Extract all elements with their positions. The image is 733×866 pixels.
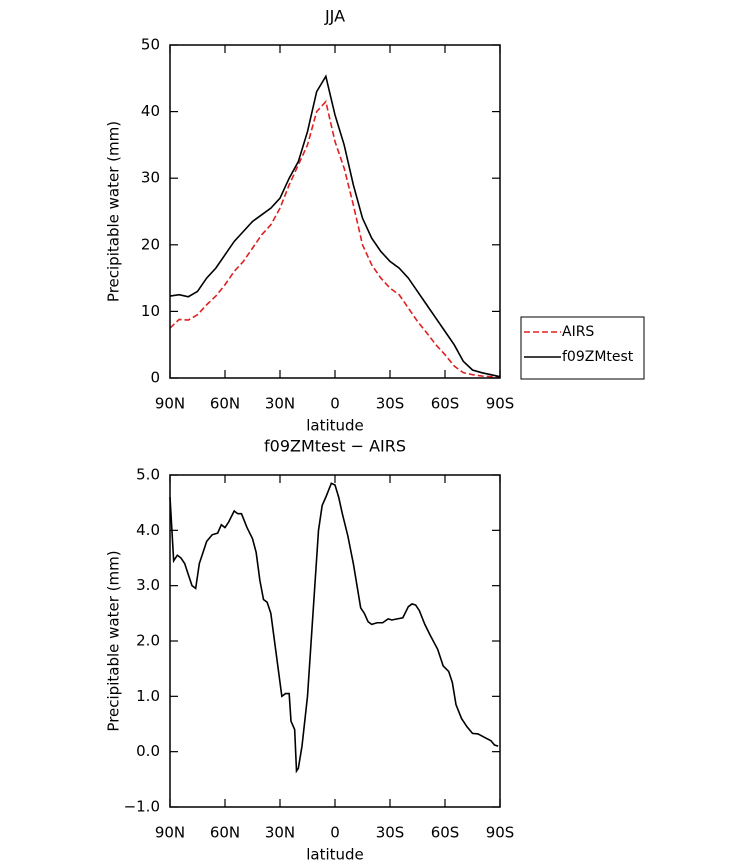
data-line [169, 482, 499, 774]
legend-label: f09ZMtest [562, 349, 634, 365]
plot-frame [169, 44, 501, 379]
chart-title: JJA [324, 7, 345, 26]
y-tick-label: 4.0 [136, 521, 160, 539]
y-tick-label: 0 [150, 369, 160, 387]
y-tick-label: 50 [141, 36, 160, 54]
x-tick-label: 60S [431, 395, 460, 413]
y-tick-label: 3.0 [136, 576, 160, 594]
plot-frame [169, 474, 501, 808]
x-axis-label: latitude [306, 417, 364, 435]
x-tick-label: 60N [210, 824, 240, 842]
x-tick-label: 30N [265, 824, 295, 842]
x-axis-label: latitude [306, 846, 364, 864]
x-tick-label: 90S [486, 395, 515, 413]
x-tick-label: 30S [376, 395, 405, 413]
y-tick-label: 0.0 [136, 742, 160, 760]
x-tick-label: 90N [155, 395, 185, 413]
y-tick-label: 1.0 [136, 687, 160, 705]
x-tick-label: 60N [210, 395, 240, 413]
data-line [169, 99, 501, 379]
y-tick-label: 30 [141, 169, 160, 187]
y-axis-label: Precipitable water (mm) [105, 121, 123, 302]
chart-title: f09ZMtest − AIRS [264, 437, 406, 456]
y-axis-label: Precipitable water (mm) [105, 550, 123, 731]
legend-label: AIRS [562, 324, 594, 340]
data-line [169, 74, 501, 378]
y-tick-label: −1.0 [124, 798, 160, 816]
y-tick-label: 5.0 [136, 466, 160, 484]
y-tick-label: 10 [141, 302, 160, 320]
x-tick-label: 30S [376, 824, 405, 842]
x-tick-label: 90S [486, 824, 515, 842]
x-tick-label: 90N [155, 824, 185, 842]
x-tick-label: 0 [330, 824, 340, 842]
x-tick-label: 60S [431, 824, 460, 842]
y-tick-label: 20 [141, 235, 160, 253]
y-tick-label: 40 [141, 102, 160, 120]
legend-box [520, 316, 645, 380]
y-tick-label: 2.0 [136, 632, 160, 650]
x-tick-label: 0 [330, 395, 340, 413]
x-tick-label: 30N [265, 395, 295, 413]
